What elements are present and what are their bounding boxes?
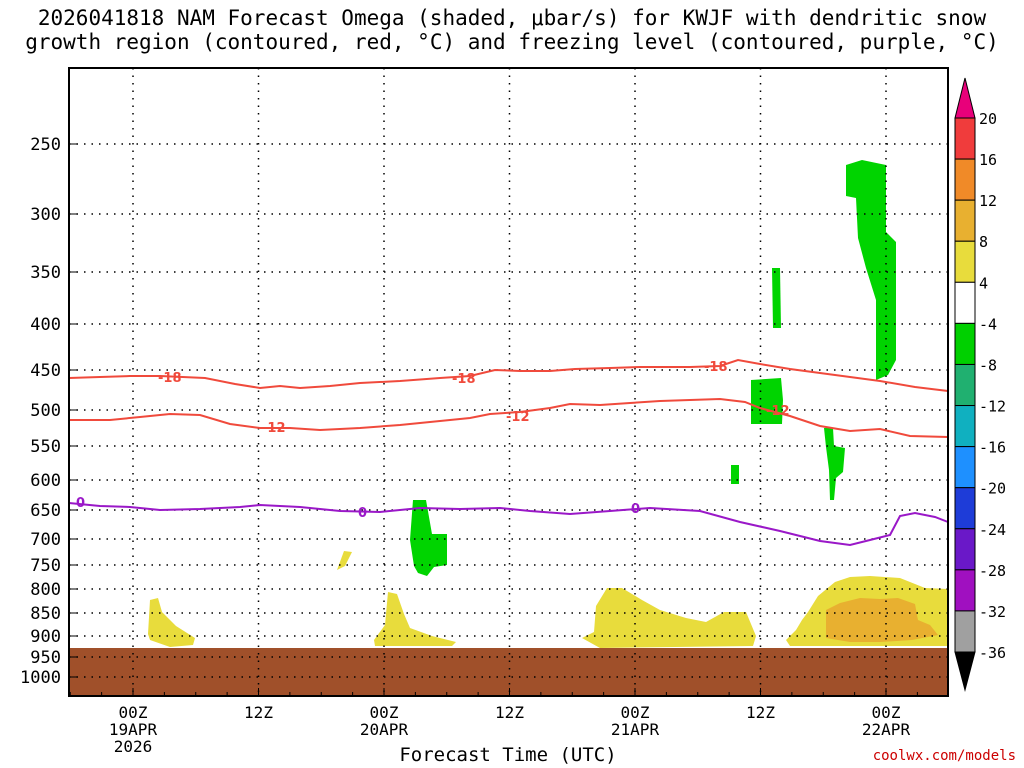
contour-label-minus18-a: -18 [158, 371, 182, 386]
colorbar-label: -12 [979, 398, 1006, 416]
surface-terrain [69, 648, 948, 696]
x-tick-label: 12Z [244, 703, 273, 722]
y-tick-label: 900 [30, 627, 61, 647]
omega-region-green-core [410, 500, 447, 576]
y-tick-label: 1000 [20, 668, 61, 688]
y-tick-label: 850 [30, 604, 61, 624]
x-tick-label: 21APR [611, 720, 660, 739]
colorbar-label: 4 [979, 274, 988, 292]
chart-title: 2026041818 NAM Forecast Omega (shaded, μ… [0, 6, 1024, 54]
colorbar-label: 8 [979, 233, 988, 251]
y-tick-label: 350 [30, 263, 61, 283]
colorbar-label: -20 [979, 480, 1006, 498]
contour-lines: -18 -18 -18 -12 -12 -12 0 0 0 [68, 358, 949, 547]
colorbar-label: -36 [979, 644, 1006, 662]
contour-label-minus12-c: -12 [766, 404, 790, 419]
y-tick-label: 450 [30, 361, 61, 381]
colorbar-segment [954, 322, 976, 365]
title-line-1: 2026041818 NAM Forecast Omega (shaded, μ… [37, 6, 987, 30]
omega-region-green-streak [824, 428, 845, 500]
y-tick-label: 700 [30, 530, 61, 550]
colorbar-label: -24 [979, 521, 1006, 539]
x-tick-label: 00Z [621, 703, 650, 722]
contour-minus18 [68, 358, 949, 392]
title-line-2: growth region (contoured, red, °C) and f… [25, 30, 999, 54]
colorbar-label: -32 [979, 603, 1006, 621]
colorbar-bottom-arrow [954, 651, 976, 692]
omega-region-yellow-1 [148, 598, 195, 647]
y-tick-label: 600 [30, 471, 61, 491]
y-tick-label: 400 [30, 315, 61, 335]
omega-region-green-small [772, 268, 781, 328]
colorbar-segment [954, 281, 976, 324]
contour-minus12 [69, 397, 949, 438]
x-tick-label: 12Z [746, 703, 775, 722]
colorbar-label: -16 [979, 439, 1006, 457]
contour-zero [68, 502, 949, 547]
colorbar-segment [954, 158, 976, 201]
omega-region-orange [826, 598, 938, 642]
y-tick-label: 950 [30, 648, 61, 668]
x-tick-label: 00Z [119, 703, 148, 722]
colorbar-label: -28 [979, 562, 1006, 580]
y-tick-label: 650 [30, 501, 61, 521]
y-tick-label: 500 [30, 401, 61, 421]
x-tick-label: 19APR [109, 720, 158, 739]
y-tick-label: 300 [30, 205, 61, 225]
contour-label-minus18-c: -18 [704, 360, 728, 375]
omega-shading [69, 160, 948, 696]
contour-label-zero-c: 0 [631, 502, 640, 517]
contour-label-minus12-b: -12 [506, 410, 530, 425]
x-tick-label: 22APR [862, 720, 911, 739]
y-tick-label: 750 [30, 556, 61, 576]
y-axis: 250 300 350 400 450 500 550 600 650 700 750 800 850 9… [20, 135, 77, 688]
omega-region-green-upper [846, 160, 896, 380]
colorbar-segment [954, 487, 976, 530]
contour-label-minus18-b: -18 [452, 372, 476, 387]
plot-frame [68, 67, 949, 697]
colorbar-segment [954, 405, 976, 448]
x-tick-label: 20APR [360, 720, 409, 739]
colorbar-segment [954, 363, 976, 407]
omega-region-green-tiny [731, 465, 739, 484]
colorbar-top-arrow [954, 77, 976, 119]
credit-text: coolwx.com/models [872, 748, 1016, 764]
colorbar-label: 12 [979, 192, 997, 210]
contour-label-zero-a: 0 [76, 496, 85, 511]
contour-label-zero-b: 0 [358, 506, 367, 521]
x-tick-label: 12Z [495, 703, 524, 722]
colorbar: 20 16 12 8 4 -4 -8 -12 -16 -20 -24 -28 -32 -36 [954, 77, 1006, 692]
colorbar-segment [954, 446, 976, 489]
y-tick-label: 550 [30, 437, 61, 457]
colorbar-segment [954, 569, 976, 612]
x-tick-label: 00Z [872, 703, 901, 722]
colorbar-segment [954, 199, 976, 242]
omega-region-yellow-2 [337, 551, 352, 570]
y-tick-label: 800 [30, 580, 61, 600]
colorbar-label: -4 [979, 315, 997, 333]
colorbar-segment [954, 240, 976, 283]
colorbar-segment [954, 528, 976, 571]
omega-region-yellow-3 [374, 592, 456, 646]
colorbar-label: 16 [979, 151, 997, 169]
x-axis-title: Forecast Time (UTC) [399, 744, 617, 766]
colorbar-label: 20 [979, 110, 997, 128]
x-tick-label: 00Z [370, 703, 399, 722]
omega-region-yellow-4 [582, 588, 756, 648]
colorbar-label: -8 [979, 356, 997, 374]
colorbar-segment [954, 610, 976, 653]
x-tick-label: 2026 [114, 737, 153, 756]
y-tick-label: 250 [30, 135, 61, 155]
colorbar-segment [954, 117, 976, 160]
contour-label-minus12-a: -12 [262, 421, 286, 436]
